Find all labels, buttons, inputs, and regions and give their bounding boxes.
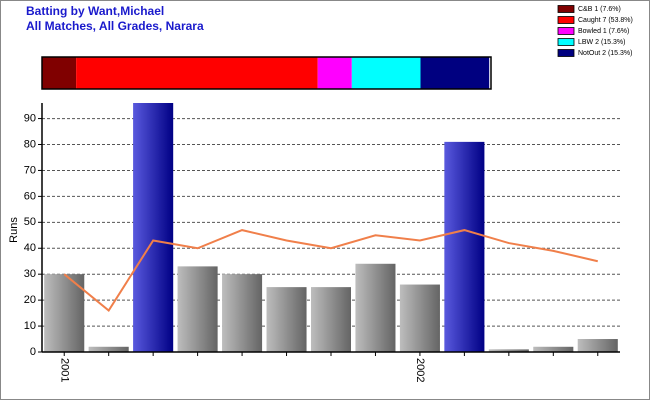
bar-shade [488, 349, 529, 352]
chart-title: Batting by Want,Michael [26, 4, 164, 18]
y-tick-label: 80 [24, 138, 36, 150]
y-tick-label: 90 [24, 112, 36, 124]
bar-shade [399, 284, 440, 352]
dismissal-segment [317, 57, 352, 89]
y-axis-label: Runs [8, 217, 20, 243]
y-tick-label: 60 [24, 190, 36, 202]
bar-shade [222, 274, 263, 352]
y-tick-label: 10 [24, 320, 36, 332]
bar-shade [444, 141, 485, 352]
y-tick-label: 30 [24, 268, 36, 280]
x-tick-label: 2002 [414, 358, 426, 382]
legend-label: NotOut 2 (15.3%) [578, 50, 632, 57]
legend-swatch [557, 5, 575, 13]
legend-label: LBW 2 (15.3%) [578, 39, 625, 46]
bar-shade [44, 274, 85, 352]
bar-shade [311, 287, 351, 352]
y-tick-label: 0 [30, 346, 36, 358]
bar-shade [133, 103, 174, 352]
bar-shade [533, 346, 574, 352]
dismissal-segment [351, 57, 421, 89]
legend-swatch [557, 27, 575, 35]
bar-shade [266, 287, 307, 352]
legend-label: Bowled 1 (7.6%) [578, 28, 629, 35]
dismissal-segment [76, 57, 318, 89]
legend-swatch [557, 16, 575, 24]
dismissal-segment [42, 57, 77, 89]
dismissal-border [41, 56, 492, 90]
y-tick-label: 20 [24, 294, 36, 306]
bar-shade [88, 346, 129, 352]
y-tick-label: 40 [24, 242, 36, 254]
legend-label: C&B 1 (7.6%) [578, 6, 621, 13]
y-tick-label: 70 [24, 164, 36, 176]
legend-swatch [557, 49, 575, 57]
bar-shade [577, 339, 618, 352]
bar-shade [177, 266, 218, 352]
legend-label: Caught 7 (53.8%) [578, 17, 633, 24]
bar-shade [355, 263, 396, 352]
y-tick-label: 50 [24, 216, 36, 228]
dismissal-segment [420, 57, 490, 89]
trend-line [63, 229, 598, 312]
chart-subtitle: All Matches, All Grades, Narara [26, 19, 204, 33]
legend-swatch [557, 38, 575, 46]
x-tick-label: 2001 [58, 358, 70, 382]
